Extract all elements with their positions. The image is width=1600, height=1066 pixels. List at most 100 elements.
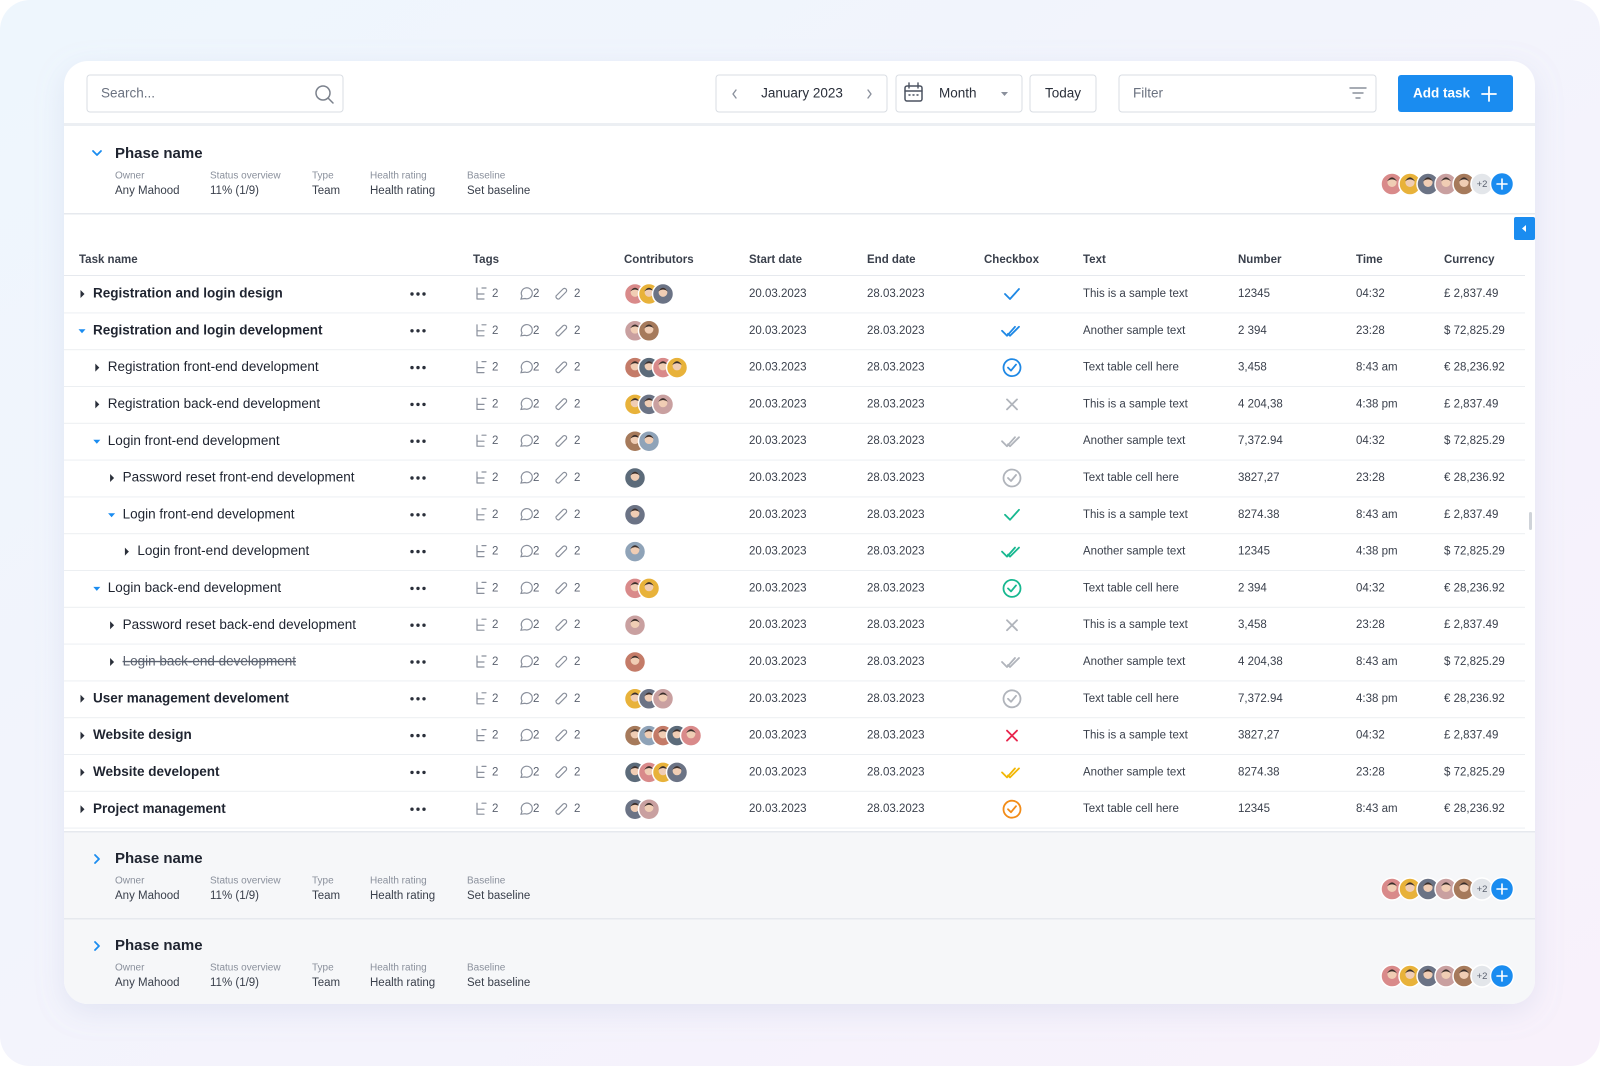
row-toggle[interactable] xyxy=(95,400,100,409)
row-menu-dot[interactable] xyxy=(410,292,414,296)
checkbox-check[interactable] xyxy=(1004,508,1020,521)
row-toggle[interactable] xyxy=(108,513,116,518)
row-menu-dot[interactable] xyxy=(416,770,420,775)
row-toggle[interactable] xyxy=(80,805,85,814)
checkbox-x[interactable] xyxy=(1006,619,1018,632)
checkbox-double-check[interactable] xyxy=(1001,767,1016,779)
row-menu-dot[interactable] xyxy=(422,329,426,333)
view-select[interactable] xyxy=(895,74,1023,113)
row-menu-dot[interactable] xyxy=(422,623,426,627)
row-toggle[interactable] xyxy=(93,439,101,444)
checkbox-double-check[interactable] xyxy=(1001,546,1016,558)
filter-box[interactable] xyxy=(1118,74,1377,113)
row-menu-dot[interactable] xyxy=(422,549,426,554)
row-menu-dot[interactable] xyxy=(416,439,420,443)
add-task-button[interactable] xyxy=(1398,75,1513,112)
row-menu-dot[interactable] xyxy=(416,549,420,554)
row-menu-dot[interactable] xyxy=(422,660,426,664)
row-menu-dot[interactable] xyxy=(410,549,414,554)
contributor-avatar-hair xyxy=(630,655,640,660)
row-menu-dot[interactable] xyxy=(410,770,414,775)
checkbox-circle[interactable] xyxy=(1002,579,1022,598)
row-toggle[interactable] xyxy=(93,586,101,591)
row-menu-dot[interactable] xyxy=(410,513,414,517)
row-menu-dot[interactable] xyxy=(410,439,414,443)
checkbox-circle[interactable] xyxy=(1002,689,1022,709)
row-menu-dot[interactable] xyxy=(410,623,414,627)
row-menu-dot[interactable] xyxy=(416,623,420,627)
row-toggle[interactable] xyxy=(95,363,100,372)
row-menu-dot[interactable] xyxy=(416,697,420,701)
end-date: 28.03.2023 xyxy=(867,803,925,815)
row-menu-dot[interactable] xyxy=(410,402,414,407)
row-menu-dot[interactable] xyxy=(422,586,426,591)
attachment-count: 2 xyxy=(574,435,580,447)
row-menu-dot[interactable] xyxy=(410,329,414,333)
row-menu-dot[interactable] xyxy=(410,476,414,480)
row-menu-dot[interactable] xyxy=(416,733,420,738)
checkbox-double-check[interactable] xyxy=(1007,325,1020,337)
row-toggle[interactable] xyxy=(110,658,115,666)
checkbox-double-check[interactable] xyxy=(1007,436,1020,448)
currency-cell: £ 2,837.49 xyxy=(1444,730,1498,742)
row-menu-dot[interactable] xyxy=(410,660,414,664)
row-menu-dot[interactable] xyxy=(410,807,414,811)
row-menu-dot[interactable] xyxy=(422,697,426,701)
attachment-icon xyxy=(555,766,568,779)
checkbox-double-check[interactable] xyxy=(1001,325,1016,337)
row-menu-dot[interactable] xyxy=(416,807,420,811)
checkbox-circle[interactable] xyxy=(1002,468,1022,488)
row-menu-dot[interactable] xyxy=(416,660,420,664)
row-menu-dot[interactable] xyxy=(422,365,426,370)
attachment-icon xyxy=(555,803,568,815)
period-nav[interactable] xyxy=(715,74,888,113)
checkbox-double-check[interactable] xyxy=(1001,436,1016,448)
row-menu-dot[interactable] xyxy=(416,586,420,591)
row-menu-dot[interactable] xyxy=(410,365,414,370)
checkbox-x[interactable] xyxy=(1006,729,1018,742)
row-menu-dot[interactable] xyxy=(422,770,426,775)
row-menu-dot[interactable] xyxy=(416,292,420,296)
row-toggle[interactable] xyxy=(78,329,86,334)
checkbox-double-check[interactable] xyxy=(1001,657,1016,668)
phase-divider xyxy=(64,918,1535,920)
row-toggle[interactable] xyxy=(124,547,129,556)
row-toggle[interactable] xyxy=(80,731,85,740)
row-menu-dot[interactable] xyxy=(416,365,420,370)
checkbox-circle[interactable] xyxy=(1002,358,1022,378)
row-toggle[interactable] xyxy=(80,290,85,298)
row-toggle[interactable] xyxy=(110,474,115,482)
phase-chevron[interactable] xyxy=(94,854,100,864)
row-menu-dot[interactable] xyxy=(416,476,420,480)
currency-cell: £ 2,837.49 xyxy=(1444,398,1498,410)
checkbox-x[interactable] xyxy=(1006,398,1018,411)
row-menu-dot[interactable] xyxy=(410,697,414,701)
checkbox-double-check[interactable] xyxy=(1007,767,1020,779)
today-button[interactable] xyxy=(1029,74,1097,113)
row-menu-dot[interactable] xyxy=(416,513,420,517)
row-menu-dot[interactable] xyxy=(422,439,426,443)
row-toggle[interactable] xyxy=(80,694,85,703)
phase-chevron[interactable] xyxy=(92,150,102,156)
row-menu-dot[interactable] xyxy=(422,402,426,407)
row-toggle[interactable] xyxy=(80,768,85,777)
row-menu-dot[interactable] xyxy=(422,513,426,517)
checkbox-double-check[interactable] xyxy=(1007,657,1020,668)
checkbox-circle[interactable] xyxy=(1002,799,1022,819)
checkbox-check[interactable] xyxy=(1004,288,1020,300)
phase-chevron[interactable] xyxy=(94,941,100,951)
text-cell: Text table cell here xyxy=(1083,582,1179,594)
row-menu-dot[interactable] xyxy=(422,476,426,480)
search-box[interactable] xyxy=(86,74,344,113)
checkbox-double-check[interactable] xyxy=(1007,546,1020,558)
row-toggle[interactable] xyxy=(110,621,115,630)
row-menu-dot[interactable] xyxy=(422,292,426,296)
row-menu-dot[interactable] xyxy=(416,402,420,407)
comment-count: 2 xyxy=(533,730,539,742)
row-menu-dot[interactable] xyxy=(410,586,414,591)
text-cell: Another sample text xyxy=(1083,766,1186,778)
row-menu-dot[interactable] xyxy=(422,733,426,738)
row-menu-dot[interactable] xyxy=(410,733,414,738)
row-menu-dot[interactable] xyxy=(416,329,420,333)
row-menu-dot[interactable] xyxy=(422,807,426,811)
